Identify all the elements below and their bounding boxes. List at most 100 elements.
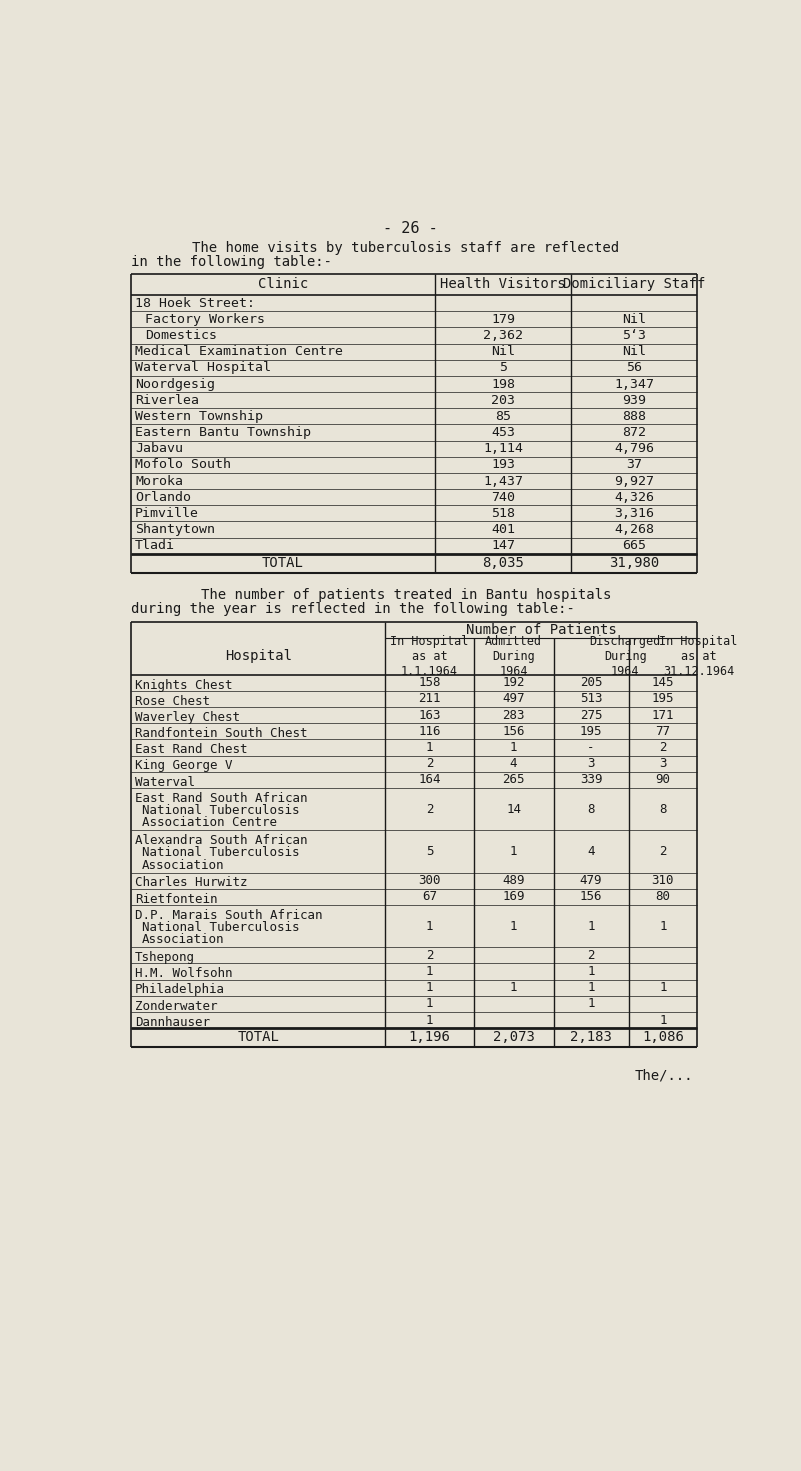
Text: TOTAL: TOTAL bbox=[262, 556, 304, 571]
Text: 4: 4 bbox=[510, 758, 517, 771]
Text: 77: 77 bbox=[655, 725, 670, 738]
Text: Zonderwater: Zonderwater bbox=[135, 1000, 218, 1012]
Text: Waterval: Waterval bbox=[135, 775, 195, 788]
Text: Association: Association bbox=[142, 934, 224, 946]
Text: 1,437: 1,437 bbox=[483, 475, 523, 487]
Text: 193: 193 bbox=[491, 459, 515, 471]
Text: Charles Hurwitz: Charles Hurwitz bbox=[135, 877, 248, 890]
Text: East Rand South African: East Rand South African bbox=[135, 791, 308, 805]
Text: 198: 198 bbox=[491, 378, 515, 390]
Text: 665: 665 bbox=[622, 540, 646, 552]
Text: 1: 1 bbox=[659, 981, 666, 994]
Text: 90: 90 bbox=[655, 774, 670, 787]
Text: Domiciliary Staff: Domiciliary Staff bbox=[563, 278, 706, 291]
Text: 195: 195 bbox=[651, 693, 674, 706]
Text: 14: 14 bbox=[506, 803, 521, 815]
Text: 1: 1 bbox=[659, 1014, 666, 1027]
Text: 2,362: 2,362 bbox=[483, 330, 523, 343]
Text: 56: 56 bbox=[626, 362, 642, 374]
Text: Moroka: Moroka bbox=[135, 475, 183, 487]
Text: 156: 156 bbox=[502, 725, 525, 738]
Text: East Rand Chest: East Rand Chest bbox=[135, 743, 248, 756]
Text: 1: 1 bbox=[426, 981, 433, 994]
Text: 1: 1 bbox=[426, 1014, 433, 1027]
Text: 1: 1 bbox=[510, 919, 517, 933]
Text: 1: 1 bbox=[587, 965, 595, 978]
Text: 8,035: 8,035 bbox=[482, 556, 524, 571]
Text: 283: 283 bbox=[502, 709, 525, 722]
Text: 80: 80 bbox=[655, 890, 670, 903]
Text: 1: 1 bbox=[587, 981, 595, 994]
Text: 163: 163 bbox=[418, 709, 441, 722]
Text: 164: 164 bbox=[418, 774, 441, 787]
Text: 339: 339 bbox=[580, 774, 602, 787]
Text: 310: 310 bbox=[651, 874, 674, 887]
Text: 3: 3 bbox=[587, 758, 595, 771]
Text: 300: 300 bbox=[418, 874, 441, 887]
Text: Admitted
During
1964: Admitted During 1964 bbox=[485, 634, 542, 678]
Text: Domestics: Domestics bbox=[145, 330, 217, 343]
Text: Rose Chest: Rose Chest bbox=[135, 694, 210, 708]
Text: Philadelphia: Philadelphia bbox=[135, 984, 225, 996]
Text: 1: 1 bbox=[587, 919, 595, 933]
Text: Nil: Nil bbox=[491, 346, 515, 359]
Text: Factory Workers: Factory Workers bbox=[145, 313, 265, 327]
Text: 179: 179 bbox=[491, 313, 515, 327]
Text: 85: 85 bbox=[495, 410, 511, 422]
Text: 1: 1 bbox=[587, 997, 595, 1011]
Text: Dannhauser: Dannhauser bbox=[135, 1016, 210, 1028]
Text: The number of patients treated in Bantu hospitals: The number of patients treated in Bantu … bbox=[201, 588, 611, 603]
Text: 156: 156 bbox=[580, 890, 602, 903]
Text: In Hospital
as at
1.1.1964: In Hospital as at 1.1.1964 bbox=[390, 634, 469, 678]
Text: Eastern Bantu Township: Eastern Bantu Township bbox=[135, 427, 311, 438]
Text: 1: 1 bbox=[510, 981, 517, 994]
Text: 2: 2 bbox=[659, 741, 666, 755]
Text: Association Centre: Association Centre bbox=[142, 816, 277, 830]
Text: Knights Chest: Knights Chest bbox=[135, 678, 232, 691]
Text: 4,796: 4,796 bbox=[614, 443, 654, 455]
Text: 31,980: 31,980 bbox=[609, 556, 659, 571]
Text: 18 Hoek Street:: 18 Hoek Street: bbox=[135, 297, 255, 310]
Text: 5‘3: 5‘3 bbox=[622, 330, 646, 343]
Text: 1,347: 1,347 bbox=[614, 378, 654, 390]
Text: - 26 -: - 26 - bbox=[383, 221, 437, 237]
Text: National Tuberculosis: National Tuberculosis bbox=[142, 921, 300, 934]
Text: 1,114: 1,114 bbox=[483, 443, 523, 455]
Text: 401: 401 bbox=[491, 524, 515, 535]
Text: 1: 1 bbox=[426, 997, 433, 1011]
Text: 1,196: 1,196 bbox=[409, 1030, 450, 1044]
Text: Nil: Nil bbox=[622, 346, 646, 359]
Text: Randfontein South Chest: Randfontein South Chest bbox=[135, 727, 308, 740]
Text: Clinic: Clinic bbox=[258, 278, 308, 291]
Text: 2: 2 bbox=[426, 758, 433, 771]
Text: TOTAL: TOTAL bbox=[237, 1030, 280, 1044]
Text: 205: 205 bbox=[580, 677, 602, 690]
Text: 1: 1 bbox=[426, 741, 433, 755]
Text: 192: 192 bbox=[502, 677, 525, 690]
Text: 513: 513 bbox=[580, 693, 602, 706]
Text: Mofolo South: Mofolo South bbox=[135, 459, 231, 471]
Text: 3,316: 3,316 bbox=[614, 507, 654, 519]
Text: 5: 5 bbox=[499, 362, 507, 374]
Text: Waterval Hospital: Waterval Hospital bbox=[135, 362, 271, 374]
Text: Alexandra South African: Alexandra South African bbox=[135, 834, 308, 847]
Text: Rietfontein: Rietfontein bbox=[135, 893, 218, 906]
Text: 2: 2 bbox=[426, 949, 433, 962]
Text: 145: 145 bbox=[651, 677, 674, 690]
Text: 939: 939 bbox=[622, 394, 646, 406]
Text: 1: 1 bbox=[510, 741, 517, 755]
Text: 37: 37 bbox=[626, 459, 642, 471]
Text: Health Visitors: Health Visitors bbox=[441, 278, 566, 291]
Text: King George V: King George V bbox=[135, 759, 232, 772]
Text: Discharged
During
1964: Discharged During 1964 bbox=[590, 634, 661, 678]
Text: 171: 171 bbox=[651, 709, 674, 722]
Text: 479: 479 bbox=[580, 874, 602, 887]
Text: 4: 4 bbox=[587, 844, 595, 858]
Text: Orlando: Orlando bbox=[135, 491, 191, 503]
Text: Jabavu: Jabavu bbox=[135, 443, 183, 455]
Text: in the following table:-: in the following table:- bbox=[131, 254, 332, 269]
Text: -: - bbox=[587, 741, 595, 755]
Text: Number of Patients: Number of Patients bbox=[465, 624, 617, 637]
Text: Noordgesig: Noordgesig bbox=[135, 378, 215, 390]
Text: The home visits by tuberculosis staff are reflected: The home visits by tuberculosis staff ar… bbox=[191, 241, 618, 254]
